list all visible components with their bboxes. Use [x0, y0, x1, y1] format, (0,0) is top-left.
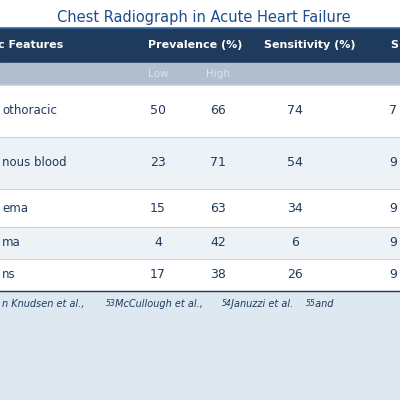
Text: Chest Radiograph in Acute Heart Failure: Chest Radiograph in Acute Heart Failure [57, 10, 351, 25]
Text: c Features: c Features [0, 40, 63, 50]
Bar [0, 63, 400, 85]
Bar [0, 227, 400, 259]
Text: Sensitivity (%): Sensitivity (%) [264, 40, 356, 50]
Text: S: S [390, 40, 398, 50]
Bar [0, 28, 400, 63]
Text: 54: 54 [222, 299, 232, 308]
Text: 54: 54 [287, 156, 303, 170]
Text: 9: 9 [389, 202, 397, 214]
Text: 26: 26 [287, 268, 303, 282]
Text: and: and [312, 299, 334, 309]
Text: 74: 74 [287, 104, 303, 118]
Text: 38: 38 [210, 268, 226, 282]
Text: 55: 55 [306, 299, 316, 308]
Bar [0, 189, 400, 227]
Text: ma: ma [2, 236, 21, 250]
Text: 15: 15 [150, 202, 166, 214]
Text: 6: 6 [291, 236, 299, 250]
Text: Low: Low [148, 69, 168, 79]
Text: 4: 4 [154, 236, 162, 250]
Bar [0, 259, 400, 291]
Text: 9: 9 [389, 156, 397, 170]
Text: 53: 53 [106, 299, 116, 308]
Text: 42: 42 [210, 236, 226, 250]
Text: ns: ns [2, 268, 16, 282]
Text: othoracic: othoracic [2, 104, 57, 118]
Text: 9: 9 [389, 268, 397, 282]
Text: Prevalence (%): Prevalence (%) [148, 40, 242, 50]
Bar [0, 137, 400, 189]
Bar [0, 85, 400, 137]
Text: 71: 71 [210, 156, 226, 170]
Text: nous blood: nous blood [2, 156, 67, 170]
Text: ema: ema [2, 202, 28, 214]
Text: 34: 34 [287, 202, 303, 214]
Text: 9: 9 [389, 236, 397, 250]
Text: High: High [206, 69, 230, 79]
Text: 7: 7 [389, 104, 397, 118]
Text: 66: 66 [210, 104, 226, 118]
Text: McCullough et al.,: McCullough et al., [112, 299, 203, 309]
Text: 23: 23 [150, 156, 166, 170]
Text: 63: 63 [210, 202, 226, 214]
Text: 17: 17 [150, 268, 166, 282]
Text: Januzzi et al.: Januzzi et al. [228, 299, 293, 309]
Bar [0, 291, 400, 400]
Text: 50: 50 [150, 104, 166, 118]
Text: n Knudsen et al.,: n Knudsen et al., [2, 299, 84, 309]
